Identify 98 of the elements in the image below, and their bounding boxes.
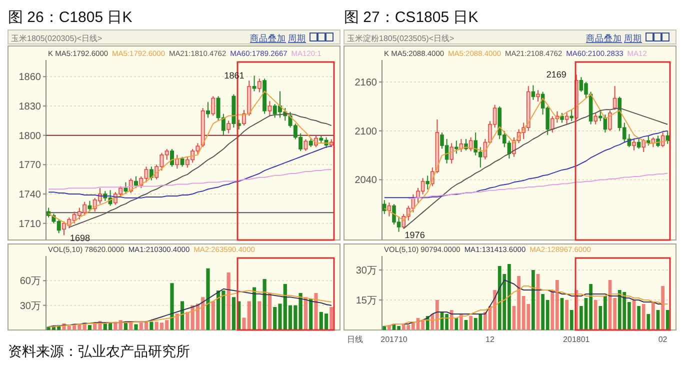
y-tick-label: 1740 — [18, 190, 42, 201]
bar — [652, 302, 655, 330]
bar — [637, 306, 640, 330]
bar — [206, 268, 210, 330]
candlestick — [564, 112, 569, 125]
text: 玉米淀粉1805(023505)<日线> — [347, 34, 454, 43]
y-tick-label: 2160 — [354, 77, 378, 88]
bar — [88, 325, 92, 330]
candlestick — [536, 90, 540, 102]
chart-title: 图 27：CS1805 日K — [344, 9, 478, 26]
bar — [382, 326, 386, 330]
candlestick — [124, 182, 128, 195]
bar — [642, 304, 646, 330]
text: 玉米1805(020305)<日线> — [11, 34, 102, 43]
candlestick — [304, 138, 308, 152]
bar — [134, 324, 138, 330]
bar — [661, 286, 664, 330]
y-tick-label: 2040 — [354, 175, 378, 186]
candlestick — [646, 135, 650, 146]
bar — [646, 314, 650, 330]
candlestick — [88, 200, 92, 212]
candlestick — [211, 96, 216, 116]
bar — [309, 298, 313, 330]
bar — [226, 272, 230, 330]
bar — [124, 322, 128, 330]
candlestick — [206, 102, 210, 118]
y-tick-label: 30万 — [356, 266, 377, 276]
text: 商品叠加 — [250, 33, 286, 43]
candlestick — [46, 207, 51, 218]
bar — [186, 312, 190, 330]
bar — [262, 279, 266, 330]
text: 资料来源：弘业农产品研究所 — [8, 343, 190, 359]
bar — [570, 310, 574, 330]
bar — [532, 270, 535, 330]
candlestick — [134, 176, 138, 189]
y-tick-label: 2100 — [354, 126, 378, 138]
bar — [565, 300, 568, 330]
candlestick — [608, 110, 612, 132]
y-tick-label: 1800 — [18, 130, 42, 142]
candlestick — [252, 75, 256, 92]
candlestick — [531, 84, 536, 100]
candlestick — [560, 112, 564, 124]
bar — [469, 316, 472, 330]
bar — [258, 301, 262, 330]
bar — [252, 287, 256, 330]
candlestick — [170, 148, 174, 168]
chart-title: 图 26：C1805 日K — [8, 9, 132, 26]
annotation: 1698 — [70, 233, 90, 244]
candlestick — [636, 138, 641, 150]
candlestick — [666, 130, 670, 144]
y-tick-label: 1860 — [18, 72, 42, 84]
text: 周期 — [288, 33, 306, 43]
candlestick — [426, 175, 430, 190]
bar — [150, 322, 154, 330]
bar — [314, 293, 318, 330]
bar — [330, 306, 334, 330]
bar — [464, 320, 468, 330]
candlestick — [268, 100, 272, 116]
annotation: 1976 — [404, 230, 425, 240]
candlestick — [594, 112, 598, 125]
bar — [180, 301, 184, 330]
candlestick — [454, 140, 458, 154]
bar — [211, 301, 215, 330]
candlestick — [226, 120, 231, 134]
candlestick — [382, 200, 386, 214]
bar — [666, 310, 670, 330]
candlestick — [570, 109, 574, 122]
y-tick-label: 15万 — [356, 296, 377, 306]
bar — [594, 300, 598, 330]
y-tick-label: 1710 — [18, 218, 42, 230]
bar — [175, 314, 179, 330]
text: 周期 — [624, 33, 642, 43]
x-tick-label: 201710 — [380, 335, 408, 344]
x-tick-label: 12 — [486, 335, 495, 344]
x-tick-label: 201801 — [563, 335, 590, 344]
bar — [170, 283, 174, 330]
candlestick — [257, 78, 262, 93]
bar — [454, 318, 458, 330]
bar — [268, 293, 272, 330]
candlestick — [242, 109, 246, 126]
bar — [298, 293, 302, 330]
bar — [450, 310, 454, 330]
text: 商品叠加 — [586, 33, 622, 43]
y-tick-label: 1770 — [18, 160, 42, 172]
x-axis-title: 日线 — [347, 335, 363, 344]
candlestick — [149, 166, 154, 181]
candlestick — [612, 86, 617, 110]
y-tick-label: 30万 — [20, 300, 41, 312]
annotation: 2169 — [546, 70, 566, 80]
y-tick-label: 1830 — [18, 101, 42, 112]
bar — [460, 314, 463, 330]
candlestick — [180, 156, 184, 168]
candlestick — [450, 142, 454, 164]
candlestick — [642, 138, 646, 153]
bar — [232, 297, 236, 330]
x-tick-label: 02 — [658, 335, 668, 344]
y-tick-label: 60万 — [20, 276, 41, 288]
candlestick — [632, 138, 636, 151]
